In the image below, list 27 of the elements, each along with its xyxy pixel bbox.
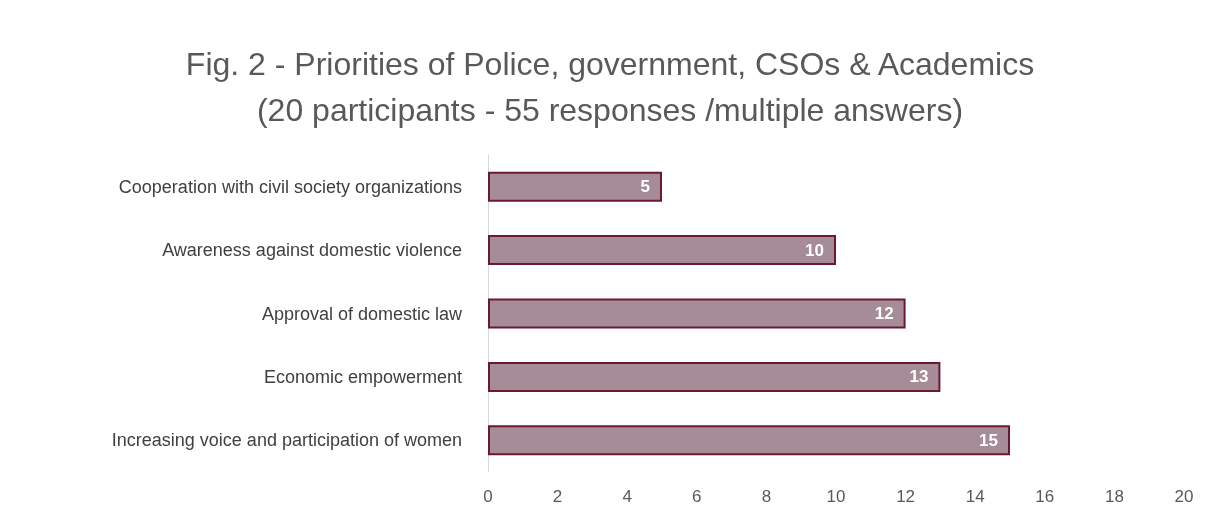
- y-tick-label: Approval of domestic law: [261, 303, 463, 324]
- bar: [488, 298, 906, 329]
- data-label: 10: [805, 240, 824, 260]
- x-tick-label: 2: [552, 487, 563, 506]
- data-label: 12: [874, 304, 894, 323]
- x-tick-label: 16: [1035, 487, 1055, 506]
- x-tick-label: 6: [692, 487, 702, 506]
- x-tick-label: 12: [896, 487, 916, 506]
- x-tick-label: 4: [622, 487, 632, 506]
- data-label: 15: [979, 430, 998, 450]
- y-tick-label: Awareness against domestic violence: [162, 240, 462, 261]
- bar: [488, 425, 1010, 456]
- x-tick-label: 0: [483, 487, 493, 506]
- x-tick-label: 18: [1104, 487, 1124, 506]
- y-tick-label: Increasing voice and participation of women: [111, 430, 462, 451]
- y-tick-label: Cooperation with civil society organizations: [118, 176, 462, 197]
- data-label: 13: [909, 367, 929, 387]
- chart-title: Fig. 2 - Priorities of Police, government, CSOs & Academics (20 participants - 55 responses /multiple answers): [185, 46, 1035, 128]
- x-tick-label: 14: [965, 487, 985, 506]
- y-tick-label: Economic empowerment: [263, 366, 462, 387]
- bar: [488, 171, 662, 202]
- x-tick-label: 10: [826, 487, 846, 506]
- bar: [488, 235, 836, 266]
- bar: [488, 361, 941, 392]
- x-tick-label: 8: [761, 487, 772, 506]
- x-tick-label: 20: [1174, 487, 1194, 506]
- data-label: 5: [640, 177, 650, 197]
